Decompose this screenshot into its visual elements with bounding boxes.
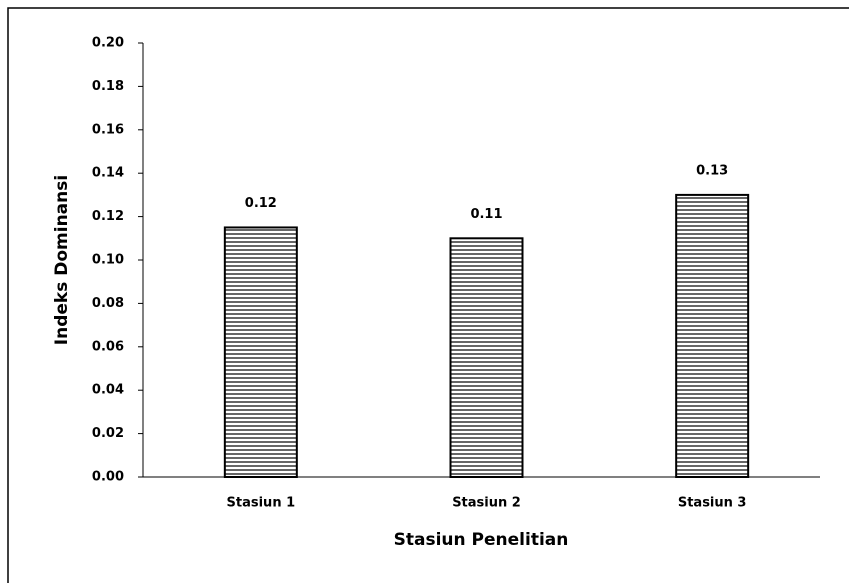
bar: [675, 193, 750, 478]
y-tick-label: 0.12: [92, 209, 124, 224]
x-tick-label: Stasiun 1: [227, 496, 296, 511]
frame: [7, 7, 849, 583]
x-axis-title: Stasiun Penelitian: [394, 530, 569, 550]
y-axis-title: Indeks Dominansi: [52, 175, 72, 345]
data-label: 0.11: [470, 207, 502, 222]
y-tick-label: 0.14: [92, 166, 124, 181]
y-tick-label: 0.16: [92, 122, 124, 137]
y-tick-label: 0.04: [92, 383, 124, 398]
y-tick-label: 0.06: [92, 339, 124, 354]
bar: [223, 226, 298, 478]
x-tick-label: Stasiun 3: [678, 496, 747, 511]
data-label: 0.12: [245, 196, 277, 211]
data-label: 0.13: [696, 163, 728, 178]
x-tick-label: Stasiun 2: [452, 496, 521, 511]
y-tick-label: 0.08: [92, 296, 124, 311]
y-tick-label: 0.10: [92, 253, 124, 268]
y-tick-label: 0.02: [92, 426, 124, 441]
y-tick-label: 0.18: [92, 79, 124, 94]
y-tick-label: 0.00: [92, 470, 124, 485]
bar: [449, 237, 524, 478]
y-tick-label: 0.20: [92, 36, 124, 51]
